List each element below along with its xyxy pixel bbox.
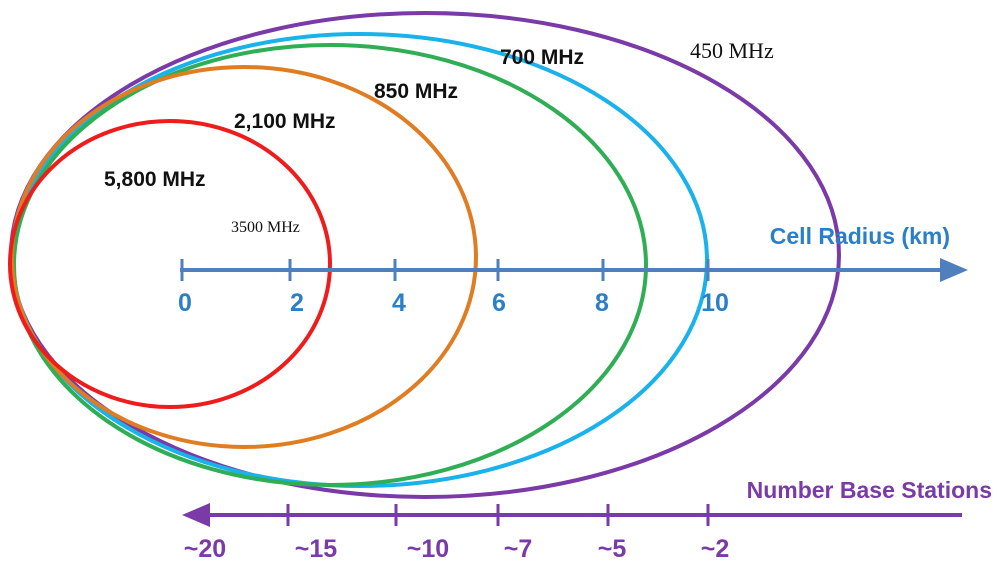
base-stations-tick-label: ~2 [701, 535, 730, 562]
base-stations-arrowhead [182, 503, 210, 527]
base-stations-tick-label: ~5 [598, 535, 627, 562]
cell-radius-tick-label: 0 [178, 289, 192, 317]
cell-radius-arrowhead [940, 258, 968, 282]
cell-radius-tick-label: 10 [701, 289, 729, 317]
band-label-3500: 3500 MHz [231, 219, 300, 236]
band-label-850: 850 MHz [374, 80, 458, 103]
base-stations-tick-label: ~15 [295, 535, 338, 562]
base-stations-axis-title: Number Base Stations [747, 477, 992, 503]
band-label-700: 700 MHz [500, 46, 584, 69]
cell-radius-tick-label: 2 [290, 289, 304, 317]
band-label-450: 450 MHz [690, 38, 774, 63]
cell-radius-tick-label: 4 [392, 289, 406, 317]
cell-radius-axis-title: Cell Radius (km) [770, 223, 950, 249]
band-label-2100: 2,100 MHz [234, 110, 336, 133]
base-stations-tick-label: ~20 [184, 535, 226, 562]
base-stations-tick-label: ~7 [504, 535, 533, 562]
band-label-5800: 5,800 MHz [104, 168, 206, 191]
cell-radius-tick-label: 8 [595, 289, 609, 317]
cell-radius-tick-label: 6 [492, 289, 506, 317]
base-stations-tick-label: ~10 [407, 535, 449, 562]
coverage-5800-ellipse [8, 119, 332, 409]
